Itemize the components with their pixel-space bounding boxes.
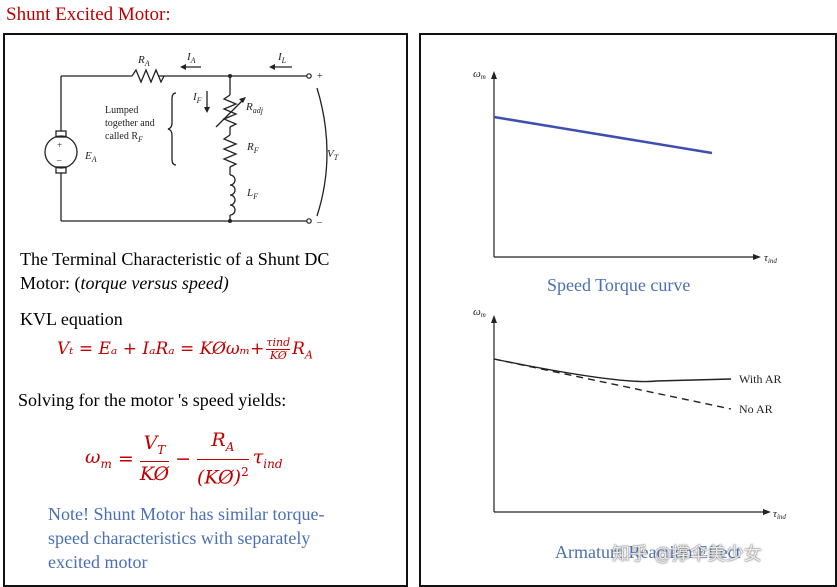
if-label: IF	[192, 91, 202, 105]
radj-resistor	[222, 94, 238, 128]
motor-minus: –	[56, 155, 62, 165]
lf-label: LF	[246, 187, 258, 201]
note-line3: excited motor	[48, 552, 148, 572]
lumped-line3: called RF	[105, 131, 143, 144]
radj-label: Radj	[245, 101, 264, 115]
speed-torque-graph: ωm τind	[473, 68, 777, 265]
lumped-brace	[167, 92, 177, 166]
no-ar-curve	[493, 358, 732, 410]
graph2-y-label: ωm	[473, 306, 486, 319]
note-text: Note! Shunt Motor has similar torque- sp…	[48, 502, 324, 574]
graph2-caption: Armature Reaction Effect	[555, 542, 741, 562]
with-ar-curve	[493, 358, 732, 383]
motor-armature-symbol	[44, 135, 78, 169]
terminal-minus: –	[316, 217, 323, 228]
lumped-line2: together and	[105, 118, 155, 129]
lumped-line1: Lumped	[105, 105, 138, 116]
il-label: IL	[277, 51, 287, 65]
motor-plus: +	[57, 140, 62, 150]
note-line1: Note! Shunt Motor has similar torque-	[48, 504, 325, 524]
armature-reaction-graph: ωm τind With AR No AR	[473, 306, 786, 521]
lf-inductor	[229, 174, 236, 216]
ra-label: RA	[137, 54, 150, 68]
no-ar-label: No AR	[739, 402, 773, 416]
ia-label: IA	[186, 51, 196, 65]
terminal-characteristic-line1: The Terminal Characteristic of a Shunt D…	[20, 249, 330, 269]
vt-arc	[316, 87, 328, 217]
speed-torque-line	[493, 115, 713, 155]
ea-label: EA	[84, 150, 97, 164]
terminal-plus: +	[317, 71, 323, 82]
solving-text: Solving for the motor 's speed yields:	[18, 390, 287, 410]
right-panel: ωm τind Speed Torque curve ωm τind With …	[419, 33, 837, 587]
watermark: 知乎 @撑伞美少女	[612, 544, 762, 565]
with-ar-label: With AR	[739, 372, 782, 386]
kvl-equation: Vₜ = Eₐ + IₐRₐ = KØωₘ+ τind KØ RA	[57, 336, 313, 362]
terminal-characteristic-line2: Motor: (torque versus speed)	[20, 273, 229, 293]
rf-label: RF	[246, 141, 259, 155]
graph1-x-label: τind	[764, 252, 777, 265]
page-title: Shunt Excited Motor:	[6, 4, 171, 25]
note-line2: speed characteristics with separately	[48, 528, 311, 548]
ra-resistor	[131, 68, 165, 84]
radj-arrow	[215, 98, 245, 128]
vt-label: VT	[327, 148, 339, 162]
left-panel: RA IA IL IF Radj RF LF EA VT Lumped toge…	[3, 33, 408, 587]
rf-resistor	[222, 134, 238, 168]
shunt-motor-circuit-diagram: RA IA IL IF Radj RF LF EA VT Lumped toge…	[44, 51, 339, 228]
graph2-x-label: τind	[773, 508, 786, 521]
graph1-caption: Speed Torque curve	[547, 275, 691, 295]
speed-equation: ωm = VT KØ − RA (KØ)2 τind	[85, 429, 283, 489]
kvl-heading: KVL equation	[20, 309, 123, 329]
graph1-y-label: ωm	[473, 68, 486, 81]
